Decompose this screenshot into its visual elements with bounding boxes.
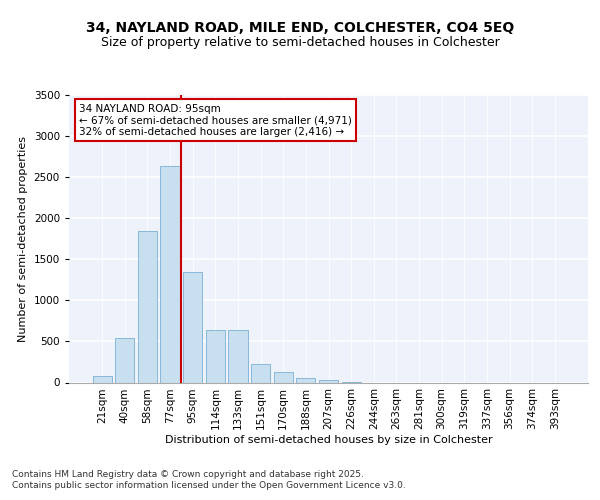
Bar <box>138 230 157 382</box>
Text: Size of property relative to semi-detached houses in Colchester: Size of property relative to semi-detach… <box>101 36 499 49</box>
Y-axis label: Number of semi-detached properties: Number of semi-detached properties <box>18 136 28 342</box>
Bar <box>183 272 202 382</box>
Bar <box>206 330 225 382</box>
Bar <box>251 364 270 382</box>
X-axis label: Distribution of semi-detached houses by size in Colchester: Distribution of semi-detached houses by … <box>164 435 493 445</box>
Bar <box>274 372 293 382</box>
Bar <box>296 378 316 382</box>
Bar <box>92 376 112 382</box>
Text: 34 NAYLAND ROAD: 95sqm
← 67% of semi-detached houses are smaller (4,971)
32% of : 34 NAYLAND ROAD: 95sqm ← 67% of semi-det… <box>79 104 352 137</box>
Text: Contains HM Land Registry data © Crown copyright and database right 2025.
Contai: Contains HM Land Registry data © Crown c… <box>12 470 406 490</box>
Bar <box>319 380 338 382</box>
Bar <box>160 166 180 382</box>
Bar <box>115 338 134 382</box>
Text: 34, NAYLAND ROAD, MILE END, COLCHESTER, CO4 5EQ: 34, NAYLAND ROAD, MILE END, COLCHESTER, … <box>86 20 514 34</box>
Bar <box>229 330 248 382</box>
